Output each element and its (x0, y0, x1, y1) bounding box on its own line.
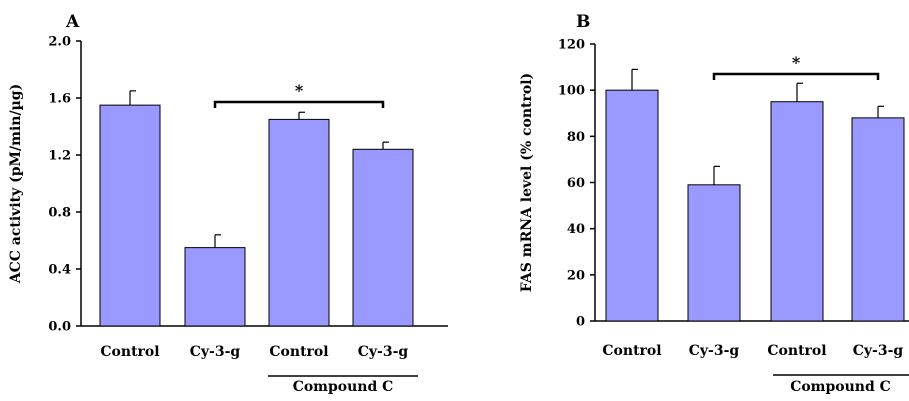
y-tick-label: 20 (567, 268, 585, 283)
panel-letter: B (576, 12, 590, 32)
significance-bracket (213, 100, 385, 108)
y-tick-label: 1.2 (48, 149, 71, 164)
y-tick-label: 100 (558, 84, 585, 99)
category-label: Control (269, 344, 328, 360)
bar (851, 117, 905, 322)
category-label: Cy-3-g (853, 343, 904, 359)
significance-marker: * (792, 53, 801, 72)
group-label: Compound C (293, 379, 394, 395)
panel-a: A 0.0 0.4 0.8 1.2 1.6 2.0 ACC activity (pM/min/… (8, 12, 448, 395)
category-label: Cy-3-g (689, 343, 740, 359)
y-tick-label: 120 (558, 38, 585, 53)
y-axis-label: ACC activity (pM/min/µg) (8, 84, 24, 284)
bar (687, 184, 741, 322)
bar (184, 247, 246, 327)
category-label: Control (100, 344, 159, 360)
significance-bracket (712, 72, 880, 80)
y-tick-label: 0.0 (48, 320, 71, 335)
bar (99, 104, 161, 327)
category-label: Cy-3-g (358, 344, 409, 360)
panel-b: B 0 20 40 60 80 100 120 FAS mRNA level (% contro… (519, 12, 909, 395)
y-tick-label: 80 (567, 130, 585, 145)
category-label: Control (602, 343, 661, 359)
bar (352, 148, 414, 327)
group-label: Compound C (790, 379, 891, 395)
y-tick-label: 0 (576, 315, 585, 330)
y-tick-label: 60 (567, 176, 585, 191)
y-tick-label: 0.8 (48, 206, 71, 221)
y-tick-label: 40 (567, 222, 585, 237)
bar (268, 118, 330, 327)
significance-marker: * (295, 81, 304, 100)
bar (770, 101, 824, 322)
y-tick-label: 0.4 (48, 263, 71, 278)
bar (605, 89, 659, 322)
category-label: Control (767, 343, 826, 359)
y-axis-label: FAS mRNA level (% control) (519, 73, 535, 292)
category-label: Cy-3-g (190, 344, 241, 360)
panel-letter: A (65, 12, 80, 32)
y-tick-label: 2.0 (48, 35, 71, 50)
y-tick-label: 1.6 (48, 92, 71, 107)
